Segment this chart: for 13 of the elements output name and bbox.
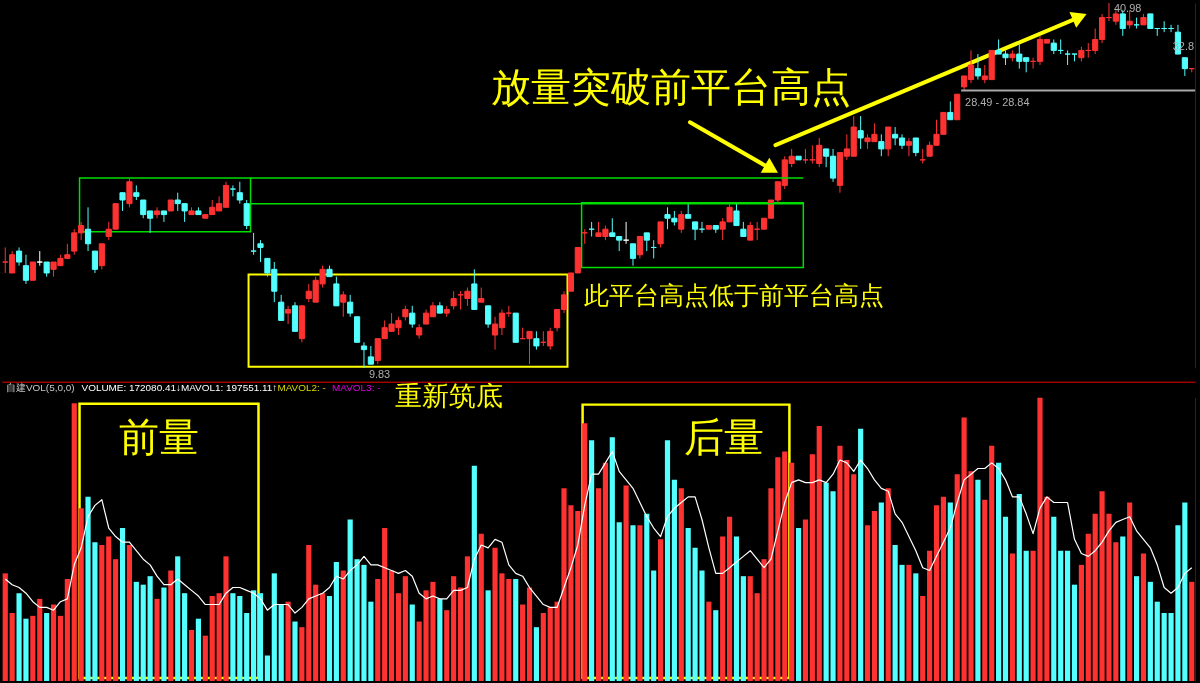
annotation: 重新筑底 <box>394 379 503 411</box>
text: MAVOL3: - <box>332 381 381 393</box>
annotation: 前量 <box>119 414 200 461</box>
text: MAVOL2: - <box>277 381 326 393</box>
annotation: 40.98 <box>1113 1 1142 14</box>
annotation: 后量 <box>684 414 765 461</box>
text: 自建VOL(5,0,0) <box>5 381 75 393</box>
text: MAVOL1: 197551.11↑ <box>180 381 278 393</box>
text: VOLUME: 172080.41↓ <box>81 381 181 393</box>
annotation: 9.83 <box>368 367 391 380</box>
annotation: 此平台高点低于前平台高点 <box>583 281 884 311</box>
annotation: 28.49 - 28.84 <box>965 96 1030 109</box>
annotation: 放量突破前平台高点 <box>491 64 852 111</box>
